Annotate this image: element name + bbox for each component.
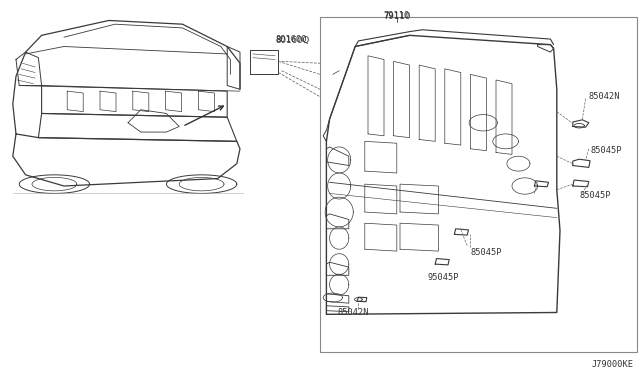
Text: 85042N: 85042N (589, 92, 620, 101)
Text: 85045P: 85045P (470, 248, 502, 257)
Text: 79110: 79110 (383, 12, 410, 21)
Text: 79110: 79110 (383, 11, 410, 20)
Text: 80160Q: 80160Q (275, 35, 307, 44)
Bar (320, 17, 637, 352)
Text: 95045P: 95045P (428, 273, 459, 282)
Text: 80160Q: 80160Q (275, 36, 310, 45)
Text: J79000KE: J79000KE (591, 360, 634, 369)
Text: 85045P: 85045P (579, 191, 611, 200)
Text: 85042N: 85042N (338, 308, 369, 317)
Text: 85045P: 85045P (590, 146, 621, 155)
